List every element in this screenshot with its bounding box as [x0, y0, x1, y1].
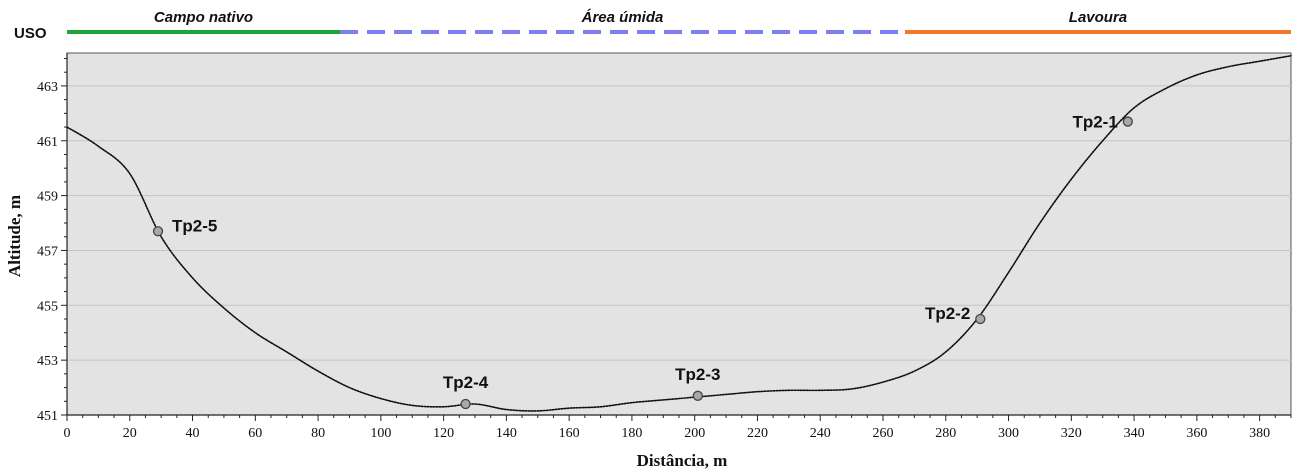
- y-tick-label-451: 451: [37, 409, 58, 424]
- y-tick-label-457: 457: [37, 244, 58, 259]
- x-tick-label-0: 0: [64, 426, 71, 441]
- land-use-title: USO: [14, 25, 47, 42]
- x-tick-label-60: 60: [248, 426, 262, 441]
- x-tick-label-40: 40: [186, 426, 200, 441]
- x-tick-label-220: 220: [747, 426, 768, 441]
- x-tick-label-160: 160: [559, 426, 580, 441]
- x-tick-label-280: 280: [935, 426, 956, 441]
- x-tick-label-20: 20: [123, 426, 137, 441]
- y-tick-label-453: 453: [37, 354, 58, 369]
- point-marker-tp2-3: [692, 390, 703, 401]
- point-marker-tp2-2: [975, 313, 986, 325]
- y-tick-label-455: 455: [37, 299, 58, 314]
- point-label-tp2-2: Tp2-2: [925, 304, 970, 323]
- x-tick-label-380: 380: [1249, 426, 1270, 441]
- y-tick-label-459: 459: [37, 190, 58, 205]
- gridlines: [67, 85, 1291, 361]
- x-tick-label-240: 240: [810, 426, 831, 441]
- x-tick-label-180: 180: [621, 426, 642, 441]
- point-label-tp2-5: Tp2-5: [172, 216, 217, 235]
- altitude-profile-line: [66, 54, 1292, 412]
- land-use-label-3: Lavoura: [1069, 9, 1127, 26]
- x-tick-label-300: 300: [998, 426, 1019, 441]
- land-use-label-1: Campo nativo: [154, 9, 253, 26]
- y-tick-label-461: 461: [37, 135, 58, 150]
- x-tick-label-340: 340: [1124, 426, 1145, 441]
- x-axis-title: Distância, m: [637, 451, 728, 470]
- x-tick-label-200: 200: [684, 426, 705, 441]
- point-label-tp2-4: Tp2-4: [443, 373, 489, 392]
- y-tick-label-463: 463: [37, 80, 58, 95]
- x-tick-label-140: 140: [496, 426, 517, 441]
- profile-series: [66, 54, 1292, 412]
- point-label-tp2-1: Tp2-1: [1072, 113, 1117, 132]
- point-marker-tp2-4: [460, 398, 471, 410]
- plot-area: [66, 52, 1292, 416]
- x-tick-label-80: 80: [311, 426, 325, 441]
- x-tick-label-120: 120: [433, 426, 454, 441]
- x-tick-label-320: 320: [1061, 426, 1082, 441]
- point-marker-tp2-1: [1122, 116, 1133, 127]
- point-label-tp2-3: Tp2-3: [675, 365, 720, 384]
- x-tick-label-260: 260: [873, 426, 894, 441]
- sample-points: Tp2-1 Tp2-2 Tp2-3 Tp2-4 Tp2-5: [152, 113, 1133, 410]
- x-tick-label-360: 360: [1186, 426, 1207, 441]
- axes: 0 20 40 60 80 100 120 140 160 180 200 220 240 260 280 3…: [37, 53, 1292, 441]
- point-marker-tp2-5: [152, 226, 164, 237]
- land-use-label-2: Área úmida: [581, 9, 664, 26]
- y-axis-title: Altitude, m: [5, 195, 24, 277]
- x-tick-label-100: 100: [370, 426, 391, 441]
- land-use-strip: USO Campo nativo Área úmida Lavoura: [14, 9, 1291, 42]
